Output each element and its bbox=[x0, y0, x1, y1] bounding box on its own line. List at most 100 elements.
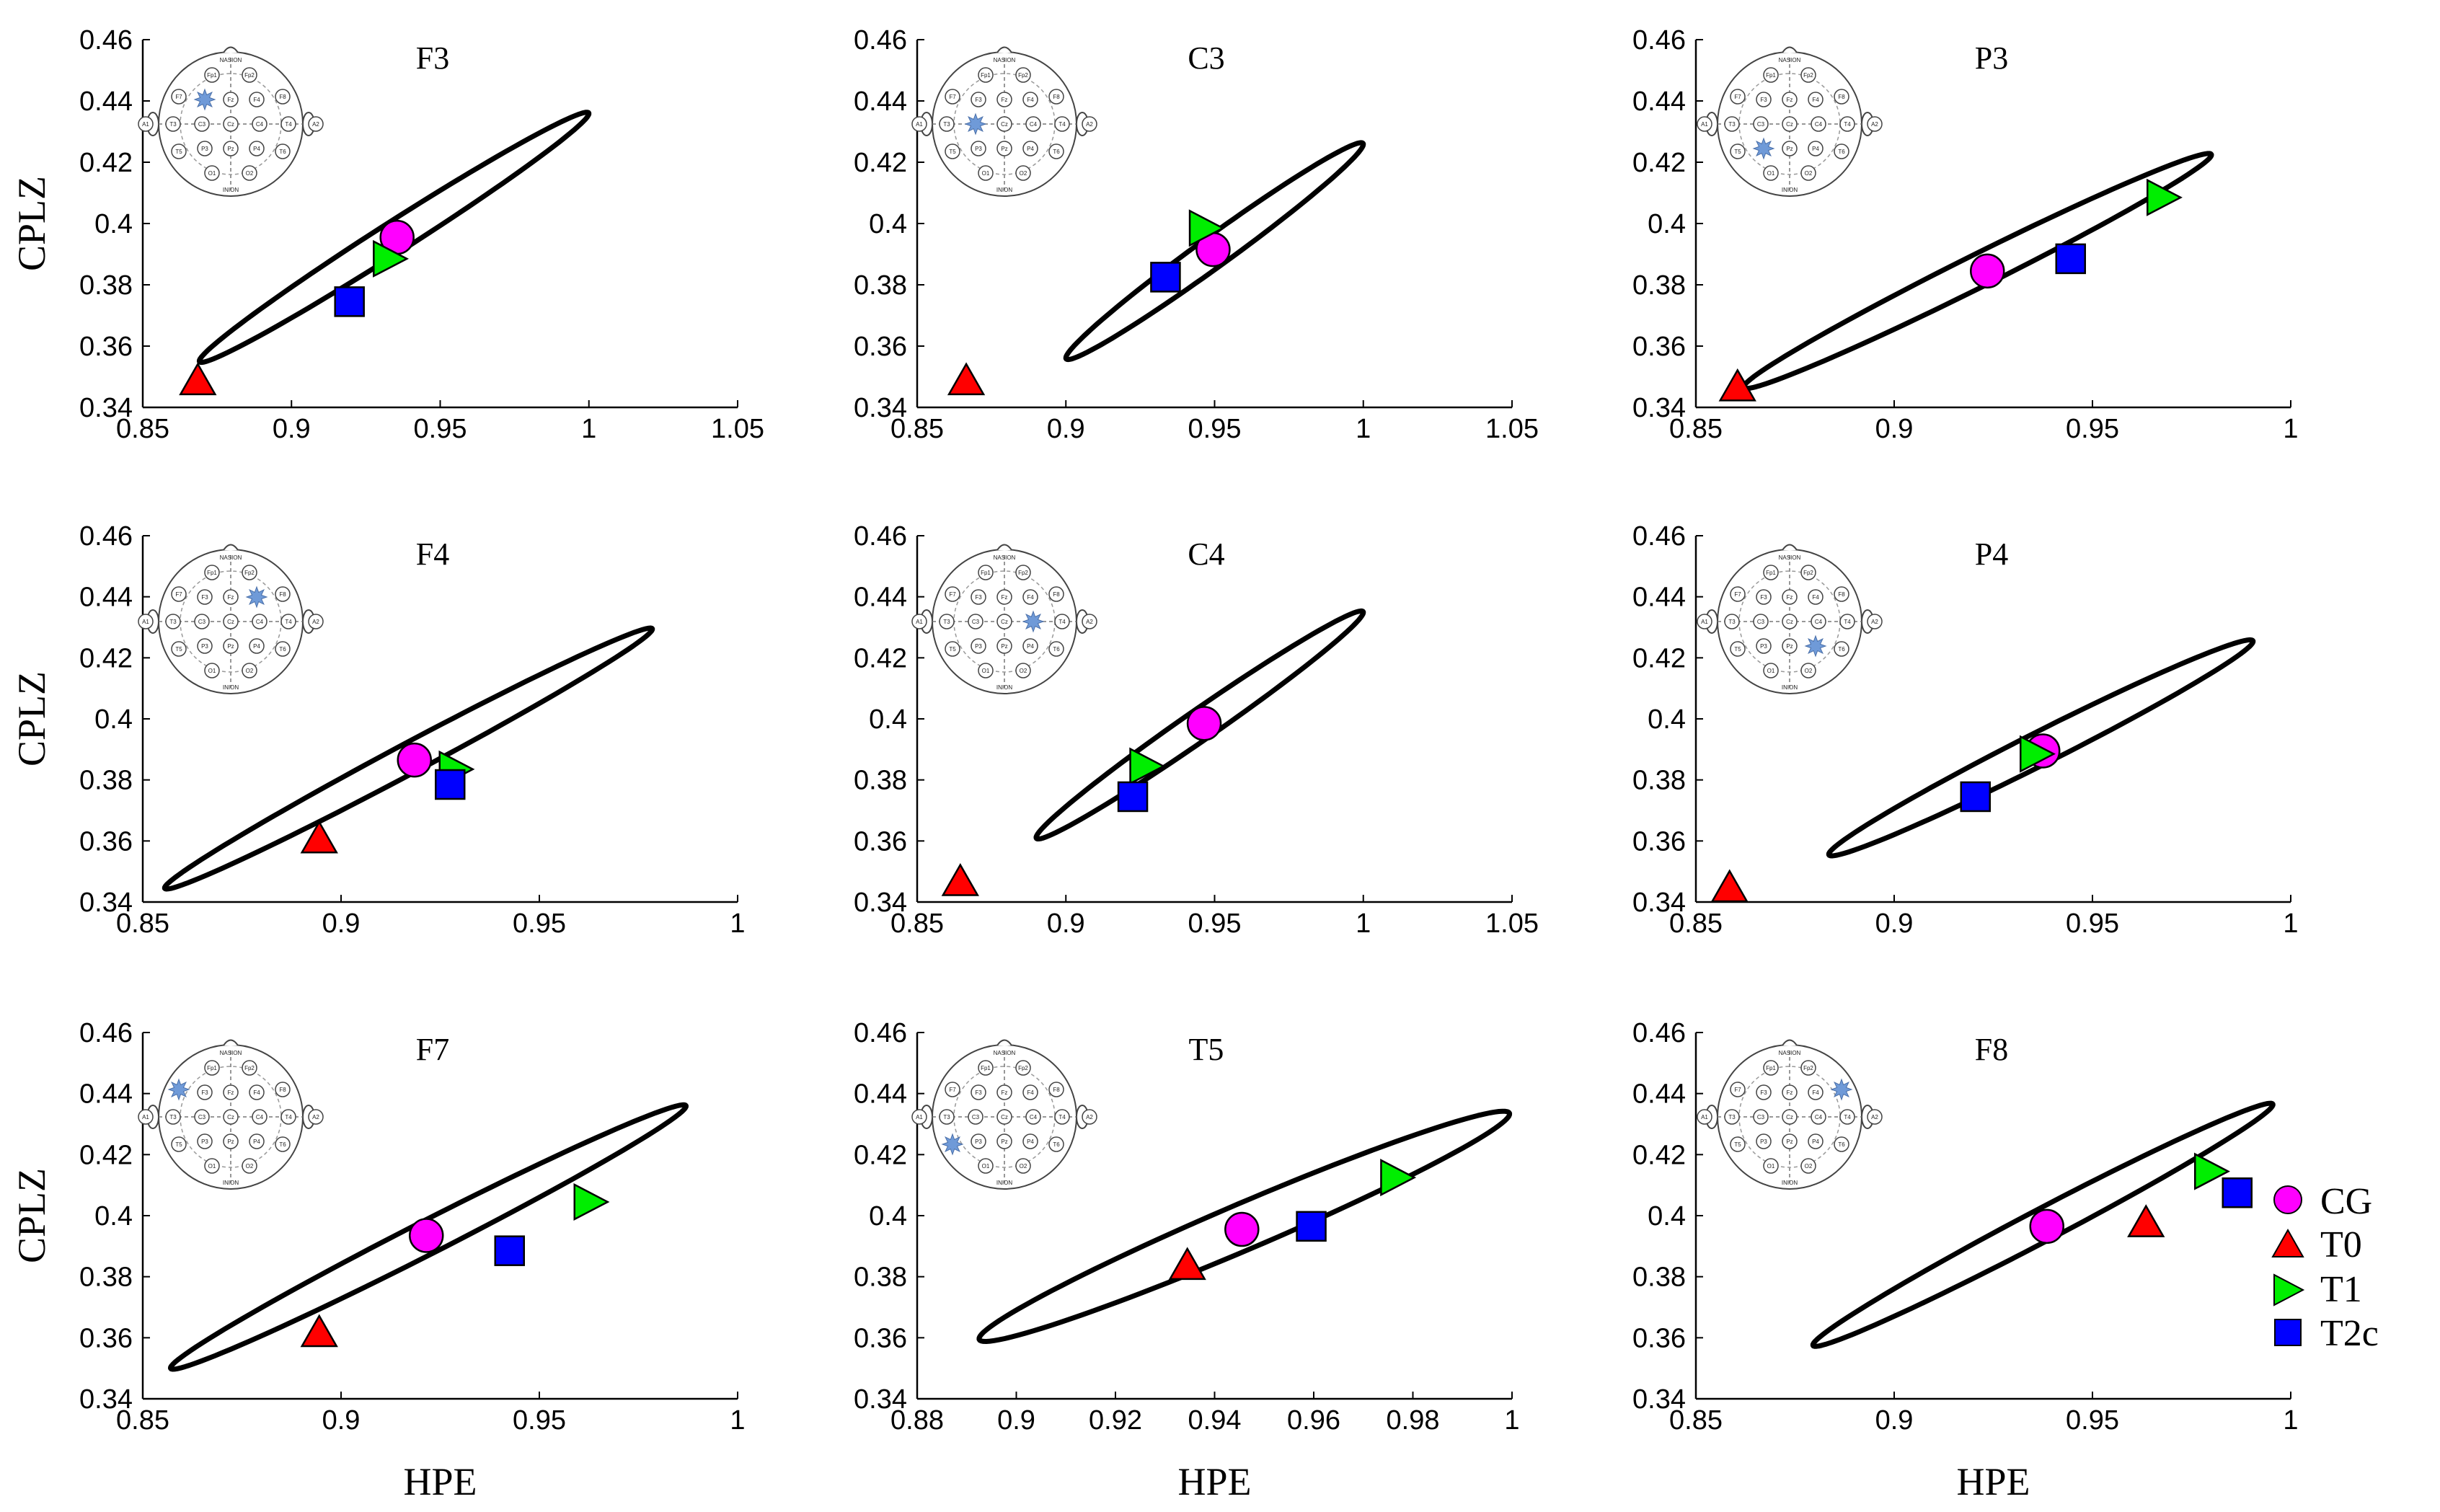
electrode-t6 bbox=[1834, 1136, 1849, 1152]
electrode-label-cz: Cz bbox=[1786, 619, 1793, 625]
y-tick-label: 0.34 bbox=[1632, 393, 1686, 423]
electrode-f8 bbox=[1048, 586, 1064, 602]
x-tick-label: 0.85 bbox=[1669, 1405, 1723, 1436]
electrode-f8 bbox=[275, 1082, 291, 1097]
electrode-p4 bbox=[1022, 638, 1038, 654]
electrode-o2 bbox=[1015, 1158, 1031, 1174]
x-tick-label: 0.9 bbox=[1875, 1405, 1914, 1436]
electrode-label-c4: C4 bbox=[1030, 121, 1038, 128]
point-t0 bbox=[300, 820, 338, 854]
electrode-o1 bbox=[978, 165, 994, 181]
inion-label: INION bbox=[223, 1180, 239, 1186]
x-tick-label: 0.85 bbox=[116, 1405, 169, 1436]
electrode-label-c4: C4 bbox=[1030, 1114, 1038, 1120]
y-tick-label: 0.36 bbox=[1632, 332, 1686, 362]
electrode-label-a1: A1 bbox=[1701, 121, 1708, 128]
electrode-label-cz: Cz bbox=[1786, 121, 1793, 128]
y-tick-label: 0.34 bbox=[854, 1384, 907, 1415]
electrode-label-f4: F4 bbox=[1027, 594, 1034, 601]
y-tick-label: 0.42 bbox=[79, 1140, 133, 1170]
electrode-f3 bbox=[1756, 1084, 1772, 1100]
electrode-label-c3: C3 bbox=[198, 1114, 206, 1120]
electrode-map-p4: NASION INION Fp1 Fp2 F7 F3 Fz F4 F8 A1 T3 C3 Cz C4 T4 A… bbox=[1697, 544, 1883, 694]
electrode-label-f3: F3 bbox=[1760, 97, 1767, 103]
legend-marker-cg bbox=[2273, 1185, 2302, 1214]
electrode-f4 bbox=[1808, 92, 1824, 107]
y-tick-label: 0.4 bbox=[94, 1201, 133, 1232]
electrode-label-f7: F7 bbox=[949, 1087, 956, 1093]
nose-shape bbox=[1782, 544, 1798, 551]
electrode-label-p3: P3 bbox=[975, 146, 982, 152]
electrode-label-o2: O2 bbox=[1020, 668, 1027, 674]
y-tick-label: 0.36 bbox=[1632, 826, 1686, 857]
electrode-a1 bbox=[911, 614, 927, 629]
electrode-label-fp2: Fp2 bbox=[244, 1065, 255, 1071]
electrode-label-t6: T6 bbox=[279, 646, 286, 653]
y-tick-label: 0.34 bbox=[79, 1384, 133, 1415]
confidence-ellipse bbox=[168, 1102, 689, 1372]
electrode-fp2 bbox=[242, 1060, 257, 1076]
electrode-label-c3: C3 bbox=[1757, 619, 1765, 625]
electrode-f8 bbox=[275, 586, 291, 602]
electrode-label-t3: T3 bbox=[1728, 121, 1736, 128]
electrode-label-f3: F3 bbox=[975, 1089, 982, 1096]
point-cg bbox=[1186, 706, 1222, 741]
y-tick-label: 0.42 bbox=[854, 643, 907, 673]
electrode-f3 bbox=[1756, 589, 1772, 605]
x-tick-label: 0.9 bbox=[1047, 414, 1085, 444]
electrode-label-fp2: Fp2 bbox=[1018, 72, 1028, 79]
chart-f7: 0.85 0.9 0.95 1 0.34 0.36 0.38 0.4 0.42 0.44 0.46 F… bbox=[10, 1018, 746, 1503]
electrode-fp1 bbox=[978, 565, 994, 580]
y-tick-label: 0.44 bbox=[79, 583, 133, 613]
inion-label: INION bbox=[1782, 684, 1798, 691]
electrode-label-p3: P3 bbox=[1760, 643, 1767, 650]
electrode-label-a2: A2 bbox=[1871, 619, 1878, 625]
electrode-p3 bbox=[971, 141, 986, 156]
point-t0 bbox=[2127, 1204, 2165, 1237]
chart-title: C3 bbox=[1188, 40, 1224, 76]
electrode-f8-highlight bbox=[1830, 1078, 1853, 1101]
electrode-fp2 bbox=[1015, 67, 1031, 83]
electrode-fp2 bbox=[1800, 1060, 1816, 1076]
electrode-pz bbox=[1782, 1133, 1798, 1149]
electrode-pz bbox=[1782, 141, 1798, 156]
electrode-o1 bbox=[204, 165, 220, 181]
legend-item-t2c: T2c bbox=[2274, 1313, 2379, 1354]
electrode-label-fp1: Fp1 bbox=[1766, 1065, 1776, 1071]
x-tick-label: 1.05 bbox=[1485, 414, 1539, 444]
electrode-label-o2: O2 bbox=[246, 668, 254, 674]
inion-label: INION bbox=[1782, 187, 1798, 193]
electrode-label-p4: P4 bbox=[1812, 1139, 1819, 1145]
electrode-label-f3: F3 bbox=[1760, 594, 1767, 601]
electrode-c4 bbox=[252, 1109, 268, 1125]
electrode-label-f4: F4 bbox=[1812, 1089, 1819, 1096]
electrode-label-fz: Fz bbox=[228, 97, 234, 103]
nasion-label: NASION bbox=[1779, 554, 1801, 561]
electrode-fz bbox=[223, 589, 239, 605]
y-tick-label: 0.44 bbox=[1632, 87, 1686, 117]
electrode-label-a2: A2 bbox=[1086, 619, 1093, 625]
electrode-label-o2: O2 bbox=[246, 1163, 254, 1170]
electrode-label-c4: C4 bbox=[256, 121, 264, 128]
electrode-a2 bbox=[1082, 116, 1097, 132]
y-tick-label: 0.46 bbox=[79, 521, 133, 552]
electrode-label-fp2: Fp2 bbox=[244, 570, 255, 576]
electrode-label-t5: T5 bbox=[949, 646, 956, 653]
y-tick-label: 0.34 bbox=[79, 393, 133, 423]
point-t1 bbox=[1188, 209, 1225, 247]
electrode-c4 bbox=[1025, 1109, 1041, 1125]
nasion-label: NASION bbox=[220, 57, 242, 63]
y-tick-label: 0.42 bbox=[1632, 1140, 1686, 1170]
electrode-map-t5: NASION INION Fp1 Fp2 F7 F3 Fz F4 F8 A1 T3 C3 Cz C4 T4 A… bbox=[911, 1039, 1097, 1190]
electrode-label-cz: Cz bbox=[1001, 619, 1008, 625]
y-tick-label: 0.36 bbox=[1632, 1323, 1686, 1353]
electrode-label-t4: T4 bbox=[1844, 121, 1851, 128]
chart-p3: 0.85 0.9 0.95 1 0.34 0.36 0.38 0.4 0.42 0.44 0.46 P… bbox=[1632, 25, 2299, 444]
confidence-ellipse bbox=[1033, 608, 1366, 841]
electrode-label-fp1: Fp1 bbox=[981, 1065, 991, 1071]
electrode-fp2 bbox=[1800, 67, 1816, 83]
y-tick-label: 0.36 bbox=[79, 826, 133, 857]
electrode-f3-highlight bbox=[193, 88, 216, 111]
y-tick-label: 0.38 bbox=[79, 270, 133, 301]
